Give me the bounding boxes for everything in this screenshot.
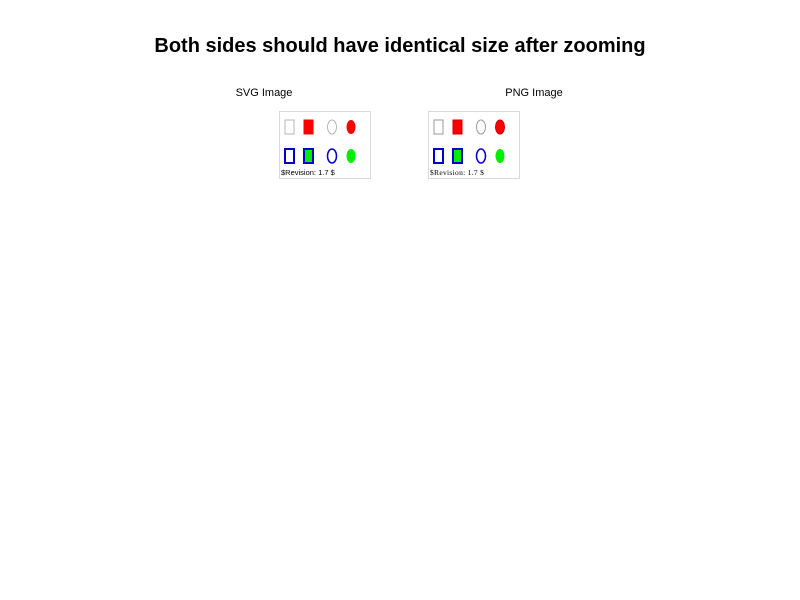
svg-revision-label: $Revision: 1.7 $: [281, 168, 335, 177]
gray-outline-ellipse: [327, 119, 337, 135]
green-filled-blue-outline-rectangle: [303, 148, 314, 164]
png-image-caption: PNG Image: [505, 87, 563, 99]
gray-outline-rectangle: [284, 119, 295, 135]
green-filled-ellipse: [346, 149, 356, 163]
blue-outline-rectangle: [284, 148, 295, 164]
svg-image-caption: SVG Image: [235, 87, 293, 99]
blue-outline-rectangle: [433, 148, 444, 164]
gray-outline-rectangle: [433, 119, 444, 135]
red-filled-rectangle: [303, 119, 314, 135]
blue-outline-ellipse: [326, 148, 338, 164]
green-filled-blue-outline-rectangle: [452, 148, 463, 164]
png-revision-label: $Revision: 1.7 $: [430, 168, 485, 177]
png-shapes: [433, 119, 505, 164]
gray-outline-ellipse: [476, 119, 486, 135]
svg-shapes: [284, 119, 356, 164]
png-image: $Revision: 1.7 $: [428, 111, 520, 179]
page-title: Both sides should have identical size af…: [154, 35, 646, 57]
red-filled-ellipse: [495, 119, 505, 135]
red-filled-ellipse: [346, 120, 356, 134]
blue-outline-ellipse: [475, 148, 487, 164]
red-filled-rectangle: [452, 119, 463, 135]
svg-image: $Revision: 1.7 $: [279, 111, 371, 179]
green-filled-ellipse: [495, 149, 505, 163]
